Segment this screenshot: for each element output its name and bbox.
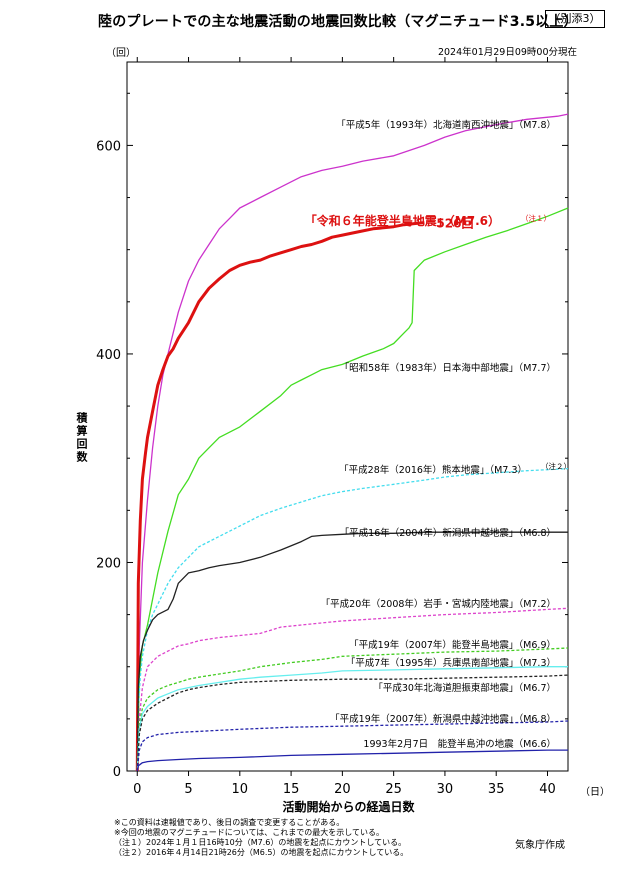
series-line-1 <box>136 113 569 772</box>
series-line-5 <box>136 531 568 772</box>
x-tick-label: 10 <box>232 782 249 797</box>
x-tick-label: 40 <box>539 782 556 797</box>
footnote: （注１）2024年１月１日16時10分（M7.6）の地震を起点にカウントしている… <box>114 838 407 847</box>
x-tick-label: 5 <box>184 782 192 797</box>
x-axis-label: 活動開始からの経過日数 <box>282 800 415 814</box>
series-line-2 <box>135 221 425 772</box>
series-line-3 <box>136 207 569 772</box>
chart-title: 陸のプレートでの主な地震活動の地震回数比較（マグニチュード3.5以上） <box>98 14 578 30</box>
x-tick-label: 25 <box>385 782 402 797</box>
y-tick-label: 0 <box>113 765 121 780</box>
series-line-11 <box>136 749 568 772</box>
series-line-10 <box>136 720 569 772</box>
series-label-4: 「平成28年（2016年）熊本地震」（M7.3） <box>339 464 527 476</box>
x-tick-label: 30 <box>437 782 454 797</box>
x-tick-label: 20 <box>334 782 351 797</box>
annex-label: （別添3） <box>545 10 605 28</box>
series-line-6 <box>136 607 569 772</box>
series-note-2: （注１） <box>521 213 551 223</box>
series-label-2: 「令和６年能登半島地震」（M7.6） <box>305 213 500 228</box>
timestamp: 2024年01月29日09時00分現在 <box>437 47 577 58</box>
series-line-7 <box>136 647 569 772</box>
x-tick-label: 35 <box>488 782 505 797</box>
x-tick-label: 15 <box>283 782 300 797</box>
footnote: ※今回の地震のマグニチュードについては、これまでの最大を示している。 <box>114 828 385 837</box>
end-annotation: 526回 <box>436 217 473 231</box>
y-axis-label: 積算回数 <box>75 412 88 464</box>
series-label-1: 「平成5年（1993年）北海道南西沖地震」（M7.8） <box>336 119 556 131</box>
series-label-6: 「平成20年（2008年）岩手・宮城内陸地震」（M7.2） <box>321 598 556 610</box>
series-line-4 <box>136 467 569 772</box>
series-label-3: 「昭和58年（1983年）日本海中部地震」（M7.7） <box>340 362 556 374</box>
series-label-10: 「平成19年（2007年）新潟県中越沖地震」（M6.8） <box>330 713 556 725</box>
series-note-4: （注２） <box>541 461 571 471</box>
series-line-8 <box>136 666 568 772</box>
series-label-11: 1993年2月7日 能登半島沖の地震（M6.6） <box>363 738 556 750</box>
series-label-8: 「平成7年（1995年）兵庫県南部地震」（M7.3） <box>346 657 556 669</box>
y-tick-label: 200 <box>96 556 121 571</box>
credit: 気象庁作成 <box>515 840 565 851</box>
y-tick-label: 600 <box>96 139 121 154</box>
series-line-9 <box>136 674 569 772</box>
footnote: （注２）2016年４月14日21時26分（M6.5）の地震を起点にカウントしてい… <box>114 848 409 857</box>
x-axis-unit: （日） <box>580 787 610 798</box>
series-label-7: 「平成19年（2007年）能登半島地震」（M6.9） <box>349 639 556 651</box>
y-axis-unit: （回） <box>106 48 136 59</box>
x-tick-label: 0 <box>133 782 141 797</box>
y-tick-label: 400 <box>96 348 121 363</box>
footnote: ※この資料は速報値であり、後日の調査で変更することがある。 <box>114 818 345 827</box>
series-label-5: 「平成16年（2004年）新潟県中越地震」（M6.8） <box>340 527 556 539</box>
plot-frame <box>126 61 569 772</box>
series-label-9: 「平成30年北海道胆振東部地震」（M6.7） <box>373 682 556 694</box>
